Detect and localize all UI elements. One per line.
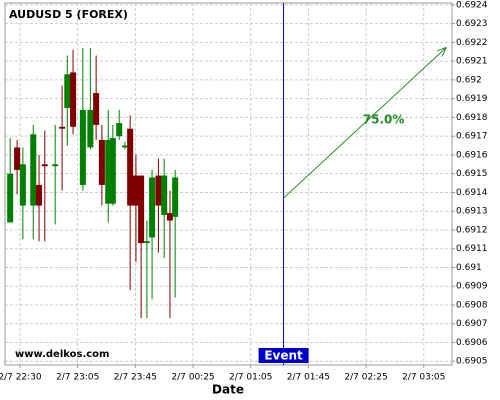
candle-body bbox=[127, 128, 134, 206]
candle-body bbox=[161, 175, 168, 215]
x-tick-label: 2/7 01:45 bbox=[287, 373, 330, 383]
plot-border bbox=[4, 2, 453, 366]
candle-body bbox=[149, 177, 156, 238]
candle-body bbox=[36, 184, 43, 206]
grid bbox=[5, 3, 452, 365]
candle-body bbox=[41, 164, 48, 167]
y-tick-label: 0.6907 bbox=[456, 319, 488, 329]
candle-body bbox=[172, 177, 179, 217]
watermark: www.delkos.com bbox=[15, 349, 109, 360]
candle-body bbox=[98, 139, 105, 185]
y-tick-label: 0.6917 bbox=[456, 132, 488, 142]
y-tick-label: 0.6906 bbox=[456, 338, 488, 348]
y-tick-label: 0.6914 bbox=[456, 188, 488, 198]
candle-body bbox=[87, 109, 94, 148]
x-tick-label: 2/7 01:05 bbox=[229, 373, 272, 383]
candle-body bbox=[116, 123, 123, 137]
candle-body bbox=[105, 139, 112, 204]
candle-body bbox=[93, 93, 100, 125]
y-tick-label: 0.6916 bbox=[456, 150, 488, 160]
y-tick-label: 0.692 bbox=[456, 75, 482, 85]
y-tick-label: 0.6918 bbox=[456, 113, 488, 123]
event-box bbox=[258, 348, 309, 363]
y-tick-label: 0.6924 bbox=[456, 0, 488, 10]
candle-body bbox=[132, 175, 139, 206]
y-tick-label: 0.6912 bbox=[456, 225, 488, 235]
candle-body bbox=[30, 134, 37, 206]
y-tick-label: 0.6911 bbox=[456, 244, 488, 254]
candle-body bbox=[14, 147, 21, 170]
y-tick-label: 0.6919 bbox=[456, 94, 488, 104]
x-tick-label: 2/7 22:30 bbox=[0, 373, 42, 383]
y-tick-label: 0.6922 bbox=[456, 38, 488, 48]
candle-body bbox=[79, 109, 86, 185]
candle-body bbox=[109, 138, 116, 204]
candle-body bbox=[19, 164, 26, 206]
x-tick-label: 2/7 23:45 bbox=[114, 373, 157, 383]
candle-body bbox=[52, 164, 59, 167]
chart-title: AUDUSD 5 (FOREX) bbox=[9, 8, 128, 21]
forecast-label: 75.0% bbox=[363, 113, 405, 127]
x-axis-label: Date bbox=[212, 383, 244, 397]
y-tick-label: 0.6913 bbox=[456, 207, 488, 217]
y-tick-label: 0.6905 bbox=[456, 357, 488, 367]
candle-body bbox=[59, 126, 66, 129]
x-tick-label: 2/7 00:25 bbox=[171, 373, 214, 383]
candle-body bbox=[155, 175, 162, 206]
x-tick-label: 2/7 02:25 bbox=[344, 373, 387, 383]
candle-body bbox=[143, 241, 150, 244]
candle-body bbox=[121, 145, 128, 148]
marks bbox=[7, 48, 179, 319]
x-tick-label: 2/7 03:05 bbox=[402, 373, 445, 383]
y-tick-label: 0.6915 bbox=[456, 169, 488, 179]
event-label: Event bbox=[264, 349, 303, 363]
candle-body bbox=[70, 72, 77, 127]
candle-body bbox=[166, 213, 173, 221]
candle-body bbox=[7, 173, 14, 223]
y-tick-label: 0.691 bbox=[456, 263, 482, 273]
candle-body bbox=[138, 175, 145, 244]
y-tick-label: 0.6923 bbox=[456, 19, 488, 29]
y-tick-label: 0.6909 bbox=[456, 282, 488, 292]
candle-body bbox=[64, 74, 71, 109]
x-tick-label: 2/7 23:05 bbox=[56, 373, 99, 383]
y-tick-label: 0.6908 bbox=[456, 300, 488, 310]
y-tick-label: 0.6921 bbox=[456, 57, 488, 67]
forecast-arrow bbox=[283, 48, 446, 199]
